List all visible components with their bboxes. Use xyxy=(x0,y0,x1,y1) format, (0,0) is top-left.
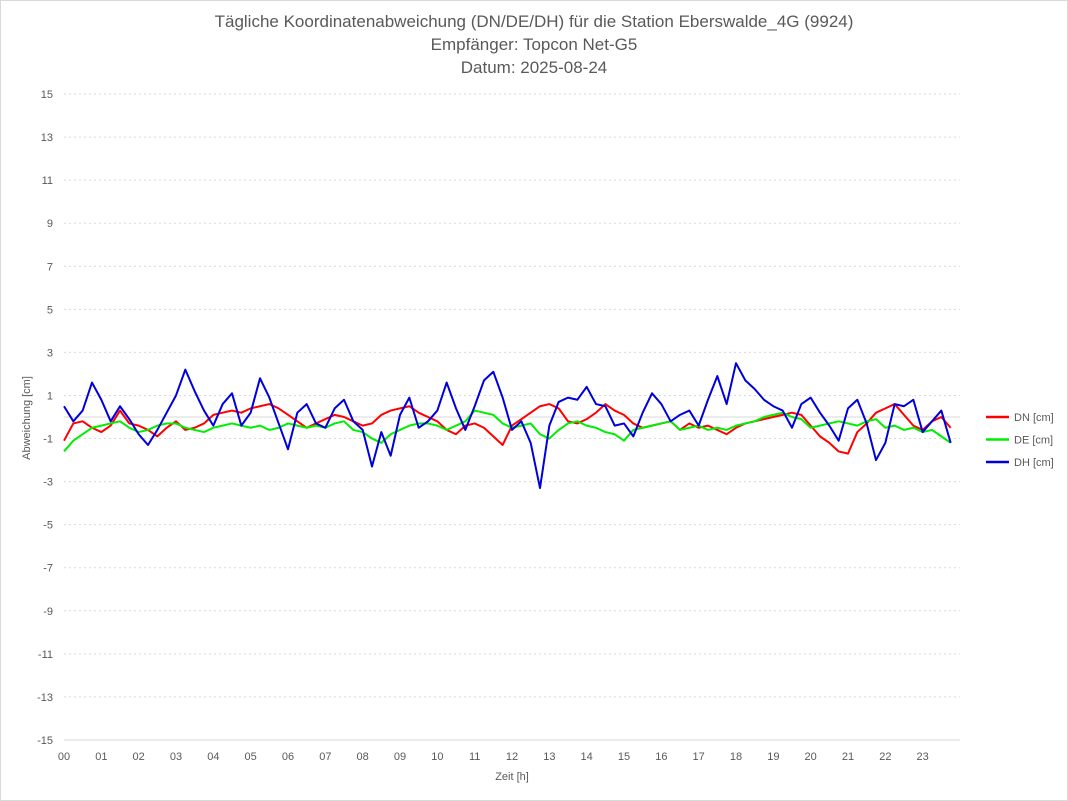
x-tick-label: 14 xyxy=(581,751,593,763)
x-tick-label: 13 xyxy=(543,751,555,763)
series-line-dh xyxy=(63,362,952,490)
y-tick-label: -5 xyxy=(43,520,53,532)
x-tick-label: 21 xyxy=(842,751,854,763)
y-tick-label: -3 xyxy=(43,477,53,489)
y-tick-label: -7 xyxy=(43,563,53,575)
legend: DN [cm] DE [cm] DH [cm] xyxy=(986,412,1054,469)
y-tick-label: 13 xyxy=(41,132,53,144)
x-tick-label: 12 xyxy=(506,751,518,763)
x-tick-label: 06 xyxy=(282,751,294,763)
y-tick-label: -11 xyxy=(38,649,53,661)
y-axis-title: Abweichung [cm] xyxy=(21,376,33,460)
y-tick-label: -15 xyxy=(37,735,53,747)
x-tick-label: 03 xyxy=(170,751,182,763)
x-tick-label: 05 xyxy=(245,751,257,763)
chart-title: Tägliche Koordinatenabweichung (DN/DE/DH… xyxy=(214,12,854,31)
y-tick-label: 3 xyxy=(47,347,53,359)
y-tick-label: -1 xyxy=(43,434,53,446)
y-tick-label: 1 xyxy=(47,390,53,402)
x-tick-label: 18 xyxy=(730,751,742,763)
x-tick-label: 00 xyxy=(58,751,70,763)
y-tick-label: 5 xyxy=(47,304,53,316)
legend-label: DE [cm] xyxy=(1014,435,1053,447)
y-tick-label: 15 xyxy=(41,89,53,101)
legend-label: DH [cm] xyxy=(1014,457,1054,469)
y-axis-tick-labels: 15 13 11 9 7 5 3 1 -1 -3 -5 -7 -9 -11 -13 -15 xyxy=(37,89,53,747)
grid-lines xyxy=(64,93,960,741)
x-axis-title: Zeit [h] xyxy=(495,771,529,783)
series-line-de xyxy=(63,409,952,453)
x-tick-label: 08 xyxy=(357,751,369,763)
x-tick-label: 01 xyxy=(95,751,107,763)
x-tick-label: 02 xyxy=(133,751,145,763)
x-tick-label: 17 xyxy=(693,751,705,763)
x-tick-label: 19 xyxy=(767,751,779,763)
x-tick-label: 04 xyxy=(207,751,219,763)
x-tick-label: 11 xyxy=(469,751,480,763)
x-tick-label: 20 xyxy=(805,751,817,763)
x-tick-label: 07 xyxy=(319,751,331,763)
y-tick-label: -9 xyxy=(43,606,53,618)
chart-subtitle-date: Datum: 2025-08-24 xyxy=(460,58,608,77)
x-tick-label: 16 xyxy=(655,751,667,763)
chart-subtitle-receiver: Empfänger: Topcon Net-G5 xyxy=(430,35,638,54)
data-series xyxy=(63,362,952,490)
y-tick-label: -13 xyxy=(37,692,53,704)
y-tick-label: 11 xyxy=(42,175,53,187)
x-tick-label: 22 xyxy=(879,751,891,763)
x-tick-label: 10 xyxy=(431,751,443,763)
x-tick-label: 15 xyxy=(618,751,630,763)
y-tick-label: 7 xyxy=(47,261,53,273)
x-tick-label: 23 xyxy=(917,751,929,763)
x-axis-tick-labels: 00 01 02 03 04 05 06 07 08 09 10 11 12 13 14 15 16 17 18 19… xyxy=(58,751,929,763)
y-tick-label: 9 xyxy=(47,218,53,230)
series-line-dn xyxy=(63,403,952,455)
x-tick-label: 09 xyxy=(394,751,406,763)
legend-label: DN [cm] xyxy=(1014,412,1054,424)
